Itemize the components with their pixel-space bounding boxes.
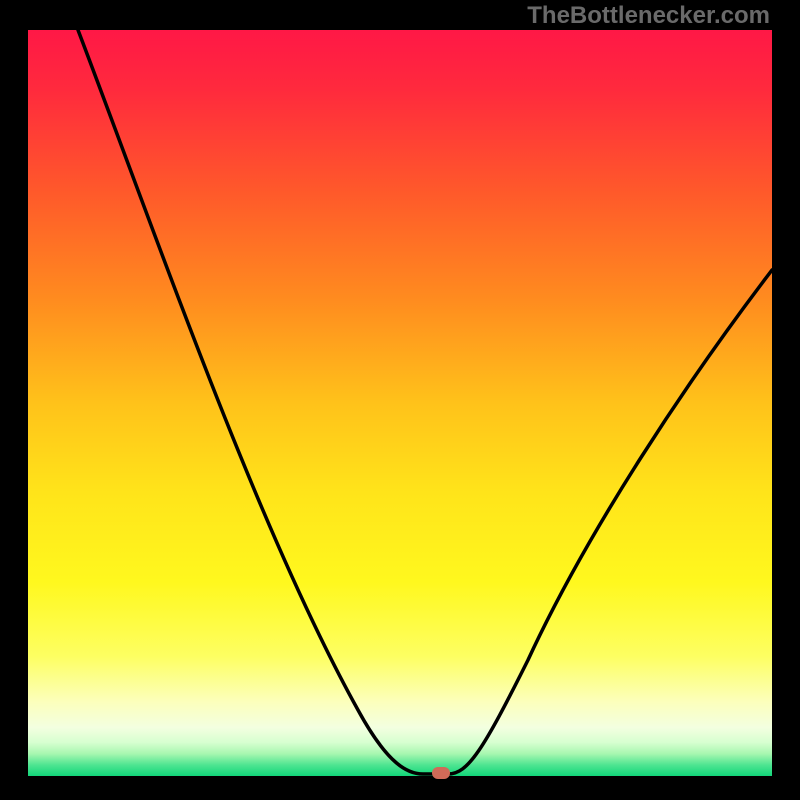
optimum-marker-rect	[432, 767, 450, 779]
watermark-text: TheBottlenecker.com	[527, 2, 770, 30]
plot-area	[28, 30, 772, 776]
bottleneck-curve	[78, 30, 772, 774]
chart-frame: TheBottlenecker.com	[0, 0, 800, 800]
optimum-marker	[432, 767, 450, 779]
curve-layer	[28, 30, 772, 776]
